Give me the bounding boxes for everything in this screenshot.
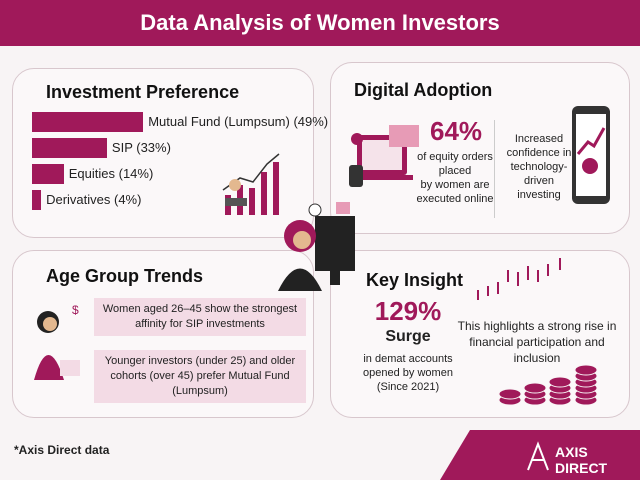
chart-illustration: [222, 153, 280, 215]
header-title: Data Analysis of Women Investors: [0, 0, 640, 46]
source-note: *Axis Direct data: [14, 443, 110, 457]
side-note-line: technology-driven: [510, 161, 568, 187]
bar: [32, 164, 64, 184]
side-note-line: Increased: [514, 133, 564, 145]
brand: AXIS DIRECT: [555, 444, 608, 476]
section-title: Key Insight: [366, 270, 464, 290]
side-note-line: investing: [517, 189, 561, 201]
description-line: opened by women: [363, 367, 453, 379]
bar: [32, 112, 144, 132]
stat-label: Surge: [385, 328, 431, 345]
stat-description: in demat accounts opened by women (Since 2…: [358, 352, 458, 394]
laptop-illustration: [349, 125, 419, 187]
bar-label: Equities (14%): [68, 166, 154, 181]
description-line: in demat accounts: [363, 353, 453, 365]
stat-description: of equity orders placed by women are execut…: [415, 150, 495, 206]
bar-label: Mutual Fund (Lumpsum) (49%): [148, 114, 329, 129]
center-illustration: [278, 202, 355, 291]
stat: 129%: [374, 296, 442, 326]
stat: 64%: [430, 116, 483, 146]
footer-band: [440, 430, 640, 480]
bar: [32, 138, 107, 158]
trend-note: Women aged 26–45 show the strongest affi…: [94, 298, 306, 336]
bar: [32, 190, 42, 210]
description-line: executed online: [416, 193, 494, 205]
side-note: Increased confidence in technology-driven i…: [500, 132, 578, 202]
candlestick-illustration: [477, 258, 561, 300]
bar-label: SIP (33%): [111, 140, 171, 155]
side-note-line: confidence in: [506, 147, 572, 159]
bar-label: Derivatives (4%): [46, 192, 142, 207]
coins-illustration: [498, 364, 598, 406]
trend-note: Younger investors (under 25) and older c…: [94, 350, 306, 403]
section-title: Investment Preference: [46, 82, 240, 102]
phone-illustration: [572, 106, 610, 204]
divider: [494, 120, 495, 218]
svg-text:$: $: [72, 303, 79, 317]
description-line: by women are: [420, 179, 490, 191]
section-title: Digital Adoption: [354, 80, 493, 100]
description-line: of equity orders: [417, 151, 493, 163]
section-title: Age Group Trends: [46, 266, 204, 286]
description-line: (Since 2021): [376, 381, 440, 393]
woman-illustration: $: [34, 303, 80, 380]
description-line: placed: [438, 165, 472, 177]
insight-note: This highlights a strong rise in financi…: [457, 319, 617, 365]
